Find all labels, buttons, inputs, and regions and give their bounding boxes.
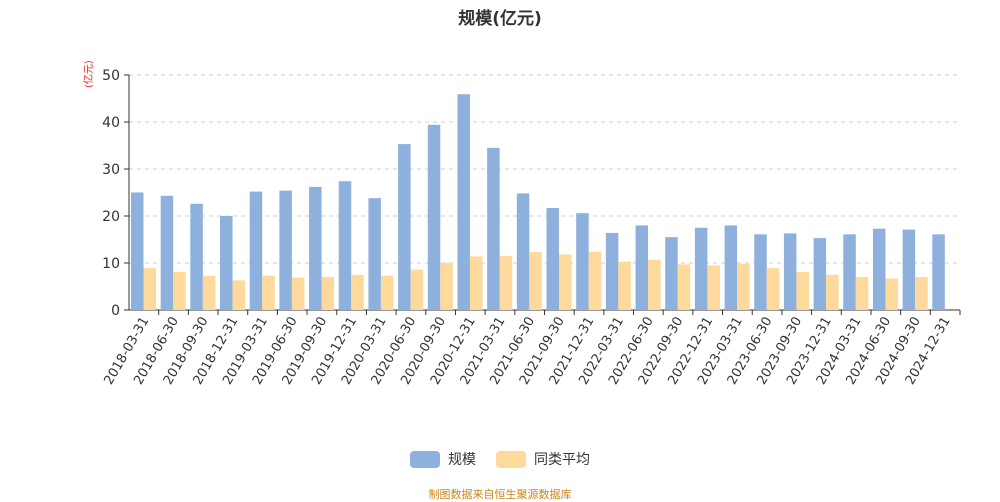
- bar-peer-average: [469, 256, 483, 310]
- bar-scale: [932, 234, 945, 310]
- bar-scale: [516, 193, 530, 310]
- y-tick-label: 0: [111, 303, 120, 319]
- bar-peer-average: [143, 268, 156, 310]
- bar-scale: [576, 213, 589, 310]
- bar-peer-average: [677, 264, 691, 310]
- bar-peer-average: [737, 263, 750, 310]
- bar-scale: [279, 190, 292, 310]
- bar-scale: [160, 195, 174, 310]
- bar-scale: [783, 233, 797, 310]
- bar-peer-average: [321, 277, 335, 310]
- bar-peer-average: [885, 278, 898, 310]
- data-source-note: 制图数据来自恒生聚源数据库: [428, 488, 572, 501]
- bar-scale: [754, 234, 767, 310]
- bar-peer-average: [826, 274, 839, 310]
- bar-peer-average: [262, 275, 275, 310]
- bar-scale: [309, 186, 322, 310]
- bar-scale: [635, 225, 649, 310]
- bar-peer-average: [351, 274, 364, 310]
- bar-scale: [398, 144, 411, 310]
- bar-scale: [249, 191, 263, 310]
- legend-label-scale: 规模: [448, 452, 476, 468]
- legend-label-peer-average: 同类平均: [534, 452, 590, 468]
- bar-peer-average: [529, 252, 542, 310]
- bar-scale: [368, 198, 381, 310]
- bar-scale: [605, 232, 619, 310]
- bar-peer-average: [915, 277, 928, 310]
- bar-scale: [487, 147, 500, 310]
- bar-peer-average: [618, 261, 631, 310]
- bar-scale: [724, 225, 738, 310]
- y-tick-label: 20: [102, 209, 120, 225]
- bar-peer-average: [588, 251, 602, 310]
- bar-peer-average: [766, 268, 780, 310]
- chart-title: 规模(亿元): [458, 9, 542, 29]
- bar-peer-average: [796, 271, 809, 310]
- bar-scale: [190, 203, 203, 310]
- bar-scale: [427, 124, 441, 310]
- y-tick-label: 30: [102, 162, 120, 178]
- bar-peer-average: [291, 277, 305, 310]
- legend-swatch-scale: [410, 450, 440, 468]
- bar-peer-average: [855, 277, 869, 310]
- bar-peer-average: [499, 255, 513, 310]
- bar-scale: [338, 181, 352, 310]
- bar-peer-average: [410, 269, 424, 310]
- bar-peer-average: [202, 275, 216, 310]
- bar-scale: [457, 94, 470, 311]
- chart-legend: 规模 同类平均: [0, 449, 1000, 469]
- bar-peer-average: [232, 280, 246, 310]
- bar-peer-average: [380, 275, 394, 310]
- bar-scale: [220, 216, 233, 310]
- bar-peer-average: [440, 263, 453, 310]
- bar-scale: [546, 208, 559, 310]
- bar-scale: [813, 238, 827, 310]
- bar-scale: [902, 229, 916, 310]
- legend-swatch-peer-average: [496, 450, 526, 468]
- bar-scale: [872, 228, 886, 310]
- bar-peer-average: [173, 271, 186, 310]
- y-tick-label: 10: [102, 256, 120, 272]
- bar-peer-average: [559, 254, 572, 310]
- y-tick-label: 40: [102, 115, 120, 131]
- legend-item-peer-average[interactable]: 同类平均: [496, 449, 590, 469]
- bar-scale: [694, 227, 708, 310]
- y-tick-label: 50: [102, 68, 120, 84]
- bar-scale: [843, 234, 856, 310]
- legend-item-scale[interactable]: 规模: [410, 449, 476, 469]
- bar-peer-average: [707, 265, 720, 310]
- bar-scale: [131, 192, 144, 310]
- bar-peer-average: [648, 259, 661, 310]
- bar-scale: [665, 237, 678, 310]
